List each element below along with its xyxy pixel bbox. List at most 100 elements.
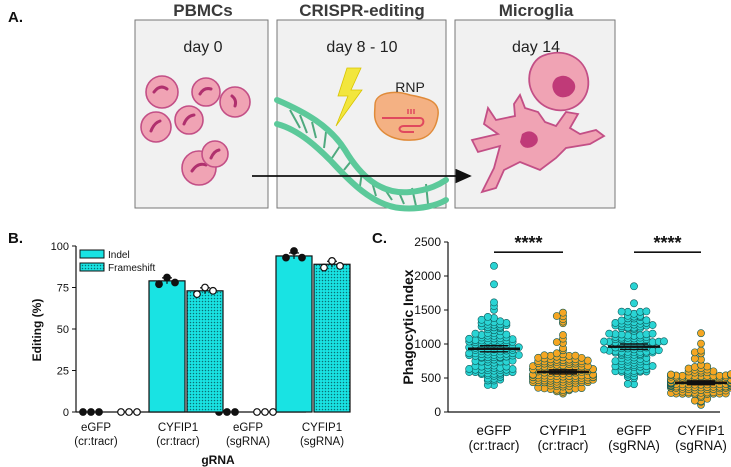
c-data-point <box>605 329 614 338</box>
b-bar <box>148 280 186 413</box>
b-x-axis-title: gRNA <box>201 453 235 467</box>
c-data-point <box>540 351 549 360</box>
b-data-point <box>320 263 328 272</box>
b-legend-swatch-indel <box>79 249 105 259</box>
c-data-point <box>642 307 651 316</box>
b-data-point <box>223 408 231 416</box>
c-data-point <box>490 298 498 307</box>
b-category-label: eGFP <box>81 422 111 434</box>
b-category-label: CYFIP1 <box>302 422 342 434</box>
c-data-point <box>697 346 705 355</box>
b-y-tick-label: 75 <box>57 283 69 295</box>
c-data-point <box>552 338 561 347</box>
rnp-complex-illustration: RNP <box>373 79 439 141</box>
b-data-point <box>209 286 217 295</box>
c-data-point <box>559 331 567 339</box>
b-data-point <box>253 408 261 416</box>
c-data-point <box>600 337 608 346</box>
b-data-point <box>290 247 298 255</box>
c-significance-label: **** <box>653 233 681 253</box>
c-data-point <box>483 312 492 321</box>
pbmc-cell <box>201 140 229 168</box>
c-data-point <box>600 345 608 354</box>
c-data-point <box>630 299 638 308</box>
c-data-point <box>727 370 731 379</box>
stage-title-crispr: CRISPR-editing <box>299 1 425 20</box>
c-category-label: (cr:tracr) <box>469 438 520 453</box>
pbmc-cell <box>174 105 204 135</box>
b-data-point <box>87 408 95 416</box>
c-data-point <box>642 316 651 325</box>
stage-day-microglia: day 14 <box>512 39 560 56</box>
c-data-point <box>465 365 474 373</box>
c-category-label: CYFIP1 <box>677 423 724 438</box>
c-data-point <box>559 308 567 317</box>
b-category-label: CYFIP1 <box>158 422 198 434</box>
panel-b: B. Editing (%) gRNA 0 25 50 75 100 Indel Frame… <box>8 230 351 467</box>
c-data-point <box>617 307 626 316</box>
c-y-tick-label: 500 <box>421 371 441 385</box>
b-data-point <box>231 408 239 416</box>
b-data-point <box>79 408 87 416</box>
pbmc-cell <box>191 77 221 107</box>
c-data-point <box>623 379 632 388</box>
c-data-point <box>697 329 705 338</box>
c-y-tick-label: 2500 <box>414 235 441 249</box>
b-y-tick-label: 0 <box>63 407 69 419</box>
pbmc-cells-illustration <box>140 75 251 186</box>
c-category-label: (sgRNA) <box>675 438 727 453</box>
panel-b-letter: B. <box>8 230 23 247</box>
b-category-label: eGFP <box>233 422 263 434</box>
c-data-point <box>490 280 498 289</box>
b-bar <box>313 263 351 413</box>
c-category-label: eGFP <box>476 423 511 438</box>
pbmc-cell <box>145 75 179 109</box>
c-data-point <box>667 370 675 379</box>
c-y-tick-label: 0 <box>434 405 441 419</box>
c-data-point <box>660 337 668 346</box>
b-data-point <box>171 278 179 287</box>
c-category-label: CYFIP1 <box>539 423 586 438</box>
stage-title-pbmc: PBMCs <box>173 1 233 20</box>
b-category-label: (cr:tracr) <box>156 436 200 448</box>
panel-a: A. PBMCs CRISPR-editing Microglia day 0 … <box>8 1 616 212</box>
c-data-point <box>552 349 561 358</box>
c-data-point <box>648 362 657 370</box>
c-y-tick-label: 1500 <box>414 303 441 317</box>
b-bar <box>275 255 313 413</box>
c-category-label: eGFP <box>616 423 651 438</box>
b-data-point <box>193 290 201 299</box>
b-category-label: (sgRNA) <box>226 436 270 448</box>
b-data-point <box>336 262 344 270</box>
b-data-point <box>95 408 103 416</box>
b-data-point <box>133 408 141 416</box>
c-data-point <box>630 282 638 291</box>
b-legend-swatch-frameshift <box>79 262 105 272</box>
b-legend-label-indel: Indel <box>108 250 130 261</box>
b-category-label: (cr:tracr) <box>74 436 118 448</box>
b-legend: Indel Frameshift <box>79 249 155 274</box>
rnp-label: RNP <box>395 79 425 95</box>
lightning-bolt-icon <box>335 67 363 127</box>
b-data-point <box>201 283 209 292</box>
c-data-point <box>648 329 657 338</box>
c-data-point <box>571 351 580 360</box>
pbmc-cell <box>140 111 172 143</box>
c-category-label: (cr:tracr) <box>538 438 589 453</box>
c-y-axis-title: Phagocytic Index <box>400 269 416 384</box>
b-data-point <box>282 253 290 262</box>
c-y-tick-label: 2000 <box>414 269 441 283</box>
b-plot-area: 0 25 50 75 100 Indel Frameshift eGFP (cr:tracr) C… <box>51 241 351 448</box>
panel-c-letter: C. <box>372 230 387 247</box>
b-data-point <box>155 280 163 289</box>
b-data-point <box>117 408 125 416</box>
b-y-tick-label: 100 <box>51 241 69 253</box>
b-data-point <box>261 408 269 416</box>
microglia-illustration <box>470 51 606 194</box>
b-data-point <box>328 257 336 265</box>
c-y-tick-label: 1000 <box>414 337 441 351</box>
panel-a-letter: A. <box>8 9 23 26</box>
b-data-point <box>269 408 277 416</box>
c-data-point <box>490 261 498 270</box>
